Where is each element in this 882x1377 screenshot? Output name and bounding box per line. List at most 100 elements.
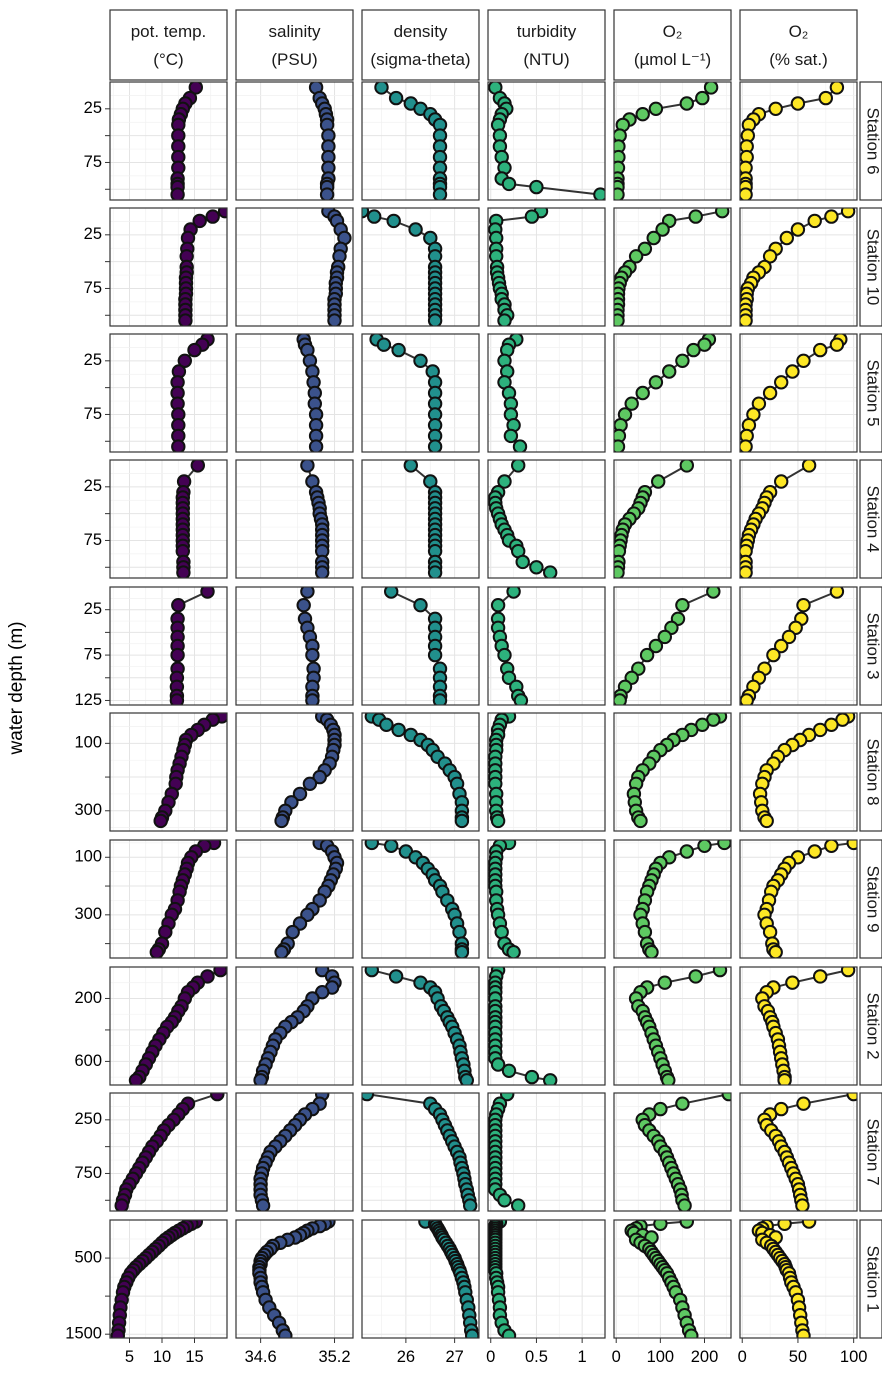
y-tick-label: 500 [74, 1248, 102, 1266]
panel-grid [110, 82, 227, 200]
data-point-o2sat [768, 101, 783, 117]
data-point-dens [427, 647, 443, 663]
panel-background [236, 1093, 353, 1211]
data-point-dens [391, 342, 406, 358]
panel-background [236, 587, 353, 705]
row-title-station: Station 10 [864, 229, 882, 306]
data-point-turb [497, 1193, 512, 1208]
panel-5-o2sat [739, 712, 858, 832]
panel-grid [362, 840, 479, 958]
data-point-temp [188, 82, 203, 95]
data-point-o2 [684, 1328, 699, 1338]
panel-grid [614, 967, 731, 1085]
panel-border [109, 207, 228, 327]
data-point-dens [454, 813, 470, 829]
panel-border [109, 586, 228, 706]
panel-8-dens [361, 1092, 480, 1212]
panel-border [487, 459, 606, 579]
data-point-temp [170, 187, 185, 200]
panel-7-sal [235, 966, 354, 1086]
data-point-dens [427, 439, 443, 452]
panel-grid [236, 460, 353, 578]
data-point-turb [512, 439, 528, 452]
panel-border [613, 966, 732, 1086]
data-point-o2sat [759, 813, 774, 829]
panel-6-o2 [613, 839, 732, 959]
panel-7-o2sat [739, 966, 858, 1086]
column-strips: pot. temp. (°C) salinity (PSU) density (sigma… [109, 9, 858, 81]
panel-background [614, 1093, 731, 1211]
column-title-sal-line1: salinity [269, 22, 321, 41]
x-tick-label-temp: 15 [185, 1348, 203, 1366]
data-point-o2sat [796, 353, 811, 368]
panel-3-turb [487, 459, 606, 579]
row-title-station: Station 1 [864, 1245, 882, 1312]
panel-8-o2 [613, 1092, 732, 1212]
panel-border [613, 207, 732, 327]
data-point-o2sat [840, 967, 856, 978]
data-point-temp [169, 693, 185, 705]
panel-border [361, 333, 480, 453]
panel-border [361, 712, 480, 832]
data-point-o2 [648, 638, 664, 654]
data-point-o2sat [740, 565, 753, 578]
data-point-sal [274, 813, 289, 829]
column-title-dens-line2: (sigma-theta) [370, 50, 470, 69]
panel-border [487, 712, 606, 832]
panel-border [361, 966, 480, 1086]
data-point-o2sat [796, 1328, 811, 1338]
data-point-dens [427, 565, 443, 578]
data-point-o2 [614, 187, 625, 200]
panel-border [109, 966, 228, 1086]
column-title-o2-line1: O₂ [663, 22, 683, 41]
data-point-turb [506, 945, 521, 958]
data-point-temp [171, 598, 186, 613]
x-tick-label-turb: 0.5 [525, 1348, 548, 1366]
panel-border [739, 966, 858, 1086]
data-point-dens [432, 693, 448, 705]
data-point-o2sat [829, 587, 845, 599]
data-point-turb [494, 924, 509, 940]
data-point-o2sat [829, 337, 845, 352]
data-point-sal [278, 1328, 293, 1338]
panel-border [109, 1219, 228, 1339]
data-point-sal [292, 786, 308, 802]
panel-background [110, 208, 227, 326]
data-point-sal [327, 313, 342, 326]
panel-background [488, 1220, 605, 1338]
data-point-o2 [679, 844, 694, 859]
data-point-o2 [648, 375, 664, 390]
data-point-temp [200, 969, 215, 984]
data-point-o2sat [796, 598, 811, 613]
panel-background [236, 82, 353, 200]
panel-border [235, 207, 354, 327]
data-point-o2sat [813, 969, 828, 984]
panel-grid [740, 967, 857, 1085]
x-tick-label-o2sat: 100 [840, 1348, 868, 1366]
panel-9-turb [487, 1219, 606, 1339]
data-point-o2sat [777, 1073, 792, 1085]
data-point-dens [413, 353, 428, 368]
data-point-o2 [639, 647, 655, 663]
panel-grid [740, 840, 857, 958]
data-point-turb [497, 474, 512, 489]
data-point-o2sat [774, 474, 789, 489]
panel-border [487, 81, 606, 201]
data-point-dens [391, 722, 406, 738]
x-tick-label-temp: 5 [125, 1348, 134, 1366]
panel-0-sal [235, 81, 354, 201]
panel-7-turb [487, 966, 606, 1086]
panel-border [109, 333, 228, 453]
data-point-o2 [633, 813, 648, 829]
y-tick-label: 75 [84, 531, 102, 549]
data-point-o2 [653, 1220, 668, 1231]
data-point-dens [384, 587, 399, 599]
column-title-temp-line1: pot. temp. [131, 22, 207, 41]
panel-8-turb [487, 1092, 606, 1212]
data-point-o2sat [762, 385, 778, 401]
panel-3-dens [361, 459, 480, 579]
panel-border [739, 1219, 858, 1339]
panel-grid [614, 587, 731, 705]
panel-border [739, 1092, 858, 1212]
data-point-o2sat [740, 313, 753, 326]
